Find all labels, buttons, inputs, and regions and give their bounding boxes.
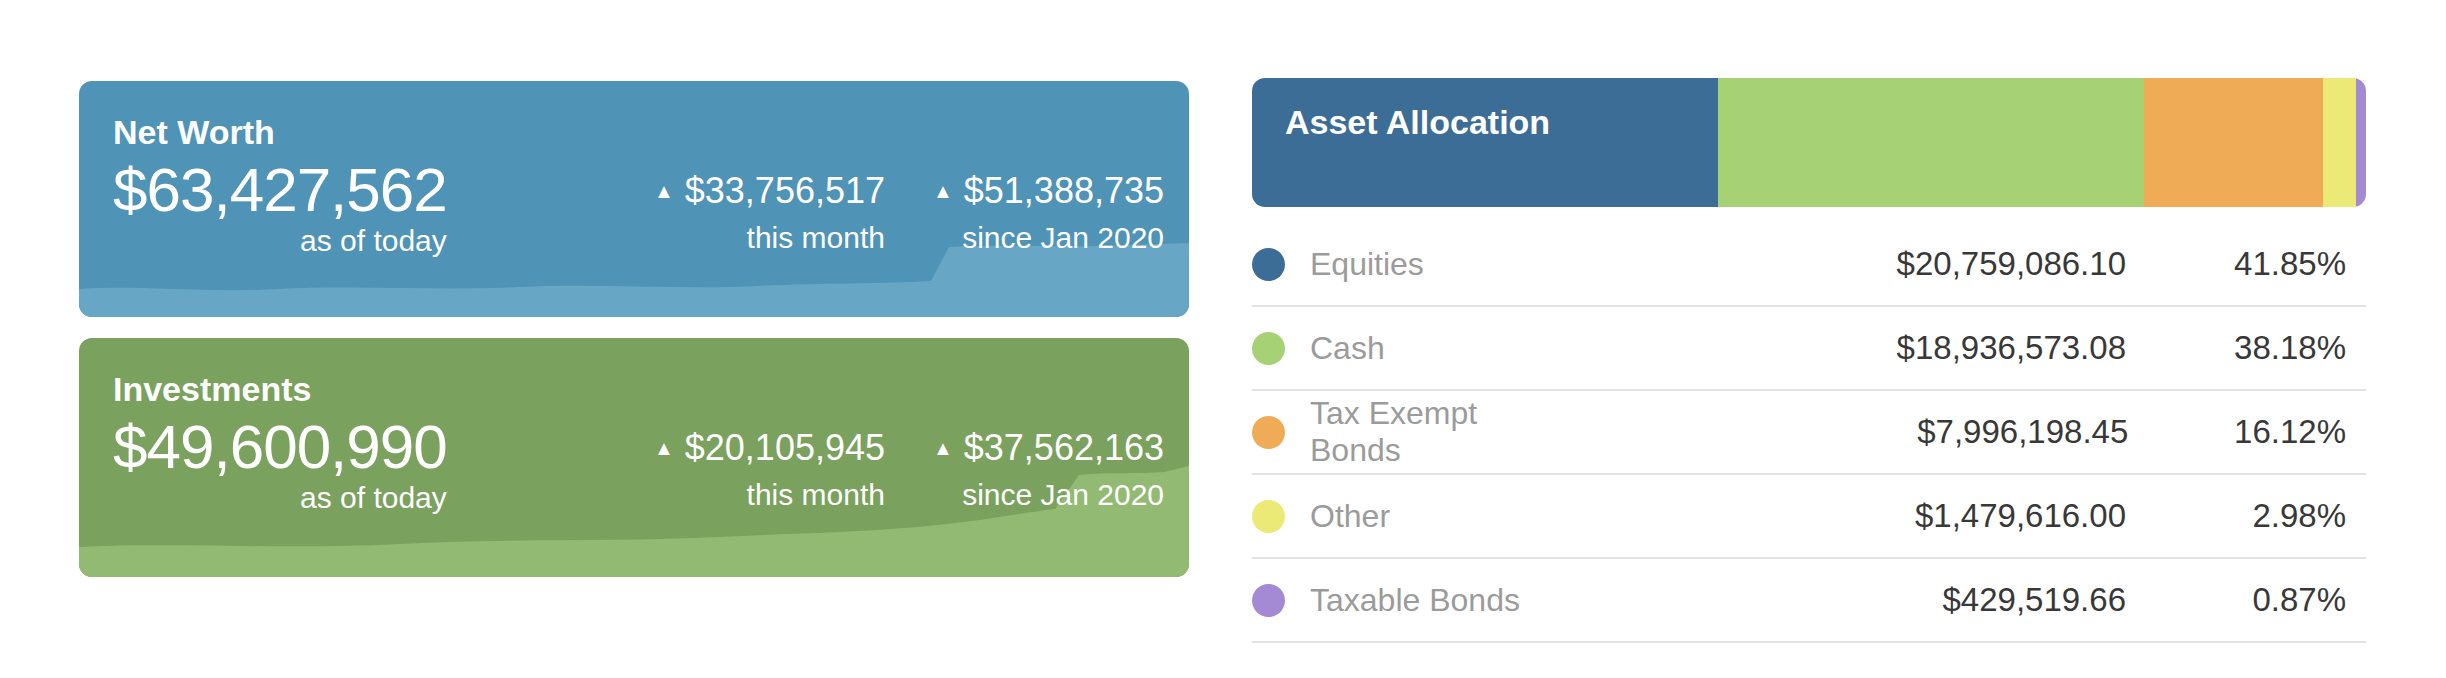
asset-percent: 2.98% bbox=[2126, 497, 2346, 535]
equities-legend-dot-icon bbox=[1252, 248, 1285, 281]
table-row-cash: Cash $18,936,573.08 38.18% bbox=[1252, 307, 2366, 391]
table-row-taxable-bonds: Taxable Bonds $429,519.66 0.87% bbox=[1252, 559, 2366, 643]
investments-card: Investments $49,600,990 as of today ▲ $2… bbox=[79, 338, 1189, 577]
card-amount-caption: as of today bbox=[113, 483, 447, 513]
asset-value: $18,936,573.08 bbox=[1566, 329, 2126, 367]
card-amount-block: $63,427,562 as of today bbox=[113, 159, 447, 256]
up-triangle-icon: ▲ bbox=[933, 438, 953, 458]
card-amount: $63,427,562 bbox=[113, 159, 447, 221]
asset-label: Equities bbox=[1310, 246, 1566, 283]
table-row-tax-exempt-bonds: Tax Exempt Bonds $7,996,198.45 16.12% bbox=[1252, 391, 2366, 475]
net-worth-card: Net Worth $63,427,562 as of today ▲ $33,… bbox=[79, 81, 1189, 317]
card-amount: $49,600,990 bbox=[113, 416, 447, 478]
asset-label: Taxable Bonds bbox=[1310, 582, 1566, 619]
delta-since-jan-2020: ▲ $51,388,735 since Jan 2020 bbox=[933, 173, 1164, 253]
asset-value: $1,479,616.00 bbox=[1566, 497, 2126, 535]
card-title: Net Worth bbox=[113, 115, 275, 149]
allocation-bar-segment-cash bbox=[1718, 78, 2143, 207]
up-triangle-icon: ▲ bbox=[933, 181, 953, 201]
dashboard: Net Worth $63,427,562 as of today ▲ $33,… bbox=[0, 0, 2446, 678]
card-amount-caption: as of today bbox=[113, 226, 447, 256]
asset-label: Cash bbox=[1310, 330, 1566, 367]
delta-value: $33,756,517 bbox=[685, 173, 885, 209]
delta-this-month: ▲ $20,105,945 this month bbox=[654, 430, 885, 510]
asset-percent: 41.85% bbox=[2126, 245, 2346, 283]
up-triangle-icon: ▲ bbox=[654, 181, 674, 201]
asset-value: $7,996,198.45 bbox=[1574, 413, 2128, 451]
taxable-bonds-legend-dot-icon bbox=[1252, 584, 1285, 617]
delta-label: this month bbox=[654, 223, 885, 253]
delta-label: since Jan 2020 bbox=[933, 480, 1164, 510]
asset-allocation-stacked-bar: Asset Allocation bbox=[1252, 78, 2366, 207]
table-row-equities: Equities $20,759,086.10 41.85% bbox=[1252, 223, 2366, 307]
allocation-bar-segment-taxable-bonds bbox=[2356, 78, 2366, 207]
asset-label: Tax Exempt Bonds bbox=[1310, 395, 1574, 469]
delta-label: since Jan 2020 bbox=[933, 223, 1164, 253]
card-title: Investments bbox=[113, 372, 311, 406]
asset-value: $20,759,086.10 bbox=[1566, 245, 2126, 283]
allocation-bar-segment-other bbox=[2323, 78, 2356, 207]
asset-percent: 38.18% bbox=[2126, 329, 2346, 367]
asset-percent: 16.12% bbox=[2128, 413, 2346, 451]
delta-value: $37,562,163 bbox=[964, 430, 1164, 466]
asset-allocation-table: Equities $20,759,086.10 41.85% Cash $18,… bbox=[1252, 223, 2366, 643]
tax-exempt-bonds-legend-dot-icon bbox=[1252, 416, 1285, 449]
delta-value: $20,105,945 bbox=[685, 430, 885, 466]
up-triangle-icon: ▲ bbox=[654, 438, 674, 458]
card-amount-block: $49,600,990 as of today bbox=[113, 416, 447, 513]
delta-label: this month bbox=[654, 480, 885, 510]
asset-value: $429,519.66 bbox=[1566, 581, 2126, 619]
cash-legend-dot-icon bbox=[1252, 332, 1285, 365]
asset-allocation-panel: Asset Allocation Equities $20,759,086.10… bbox=[1252, 78, 2366, 643]
table-row-other: Other $1,479,616.00 2.98% bbox=[1252, 475, 2366, 559]
allocation-bar-segment-tax-exempt-bonds bbox=[2144, 78, 2324, 207]
delta-since-jan-2020: ▲ $37,562,163 since Jan 2020 bbox=[933, 430, 1164, 510]
other-legend-dot-icon bbox=[1252, 500, 1285, 533]
delta-this-month: ▲ $33,756,517 this month bbox=[654, 173, 885, 253]
allocation-bar-segment-equities bbox=[1252, 78, 1718, 207]
asset-label: Other bbox=[1310, 498, 1566, 535]
delta-value: $51,388,735 bbox=[964, 173, 1164, 209]
asset-allocation-title: Asset Allocation bbox=[1285, 105, 1550, 139]
asset-percent: 0.87% bbox=[2126, 581, 2346, 619]
